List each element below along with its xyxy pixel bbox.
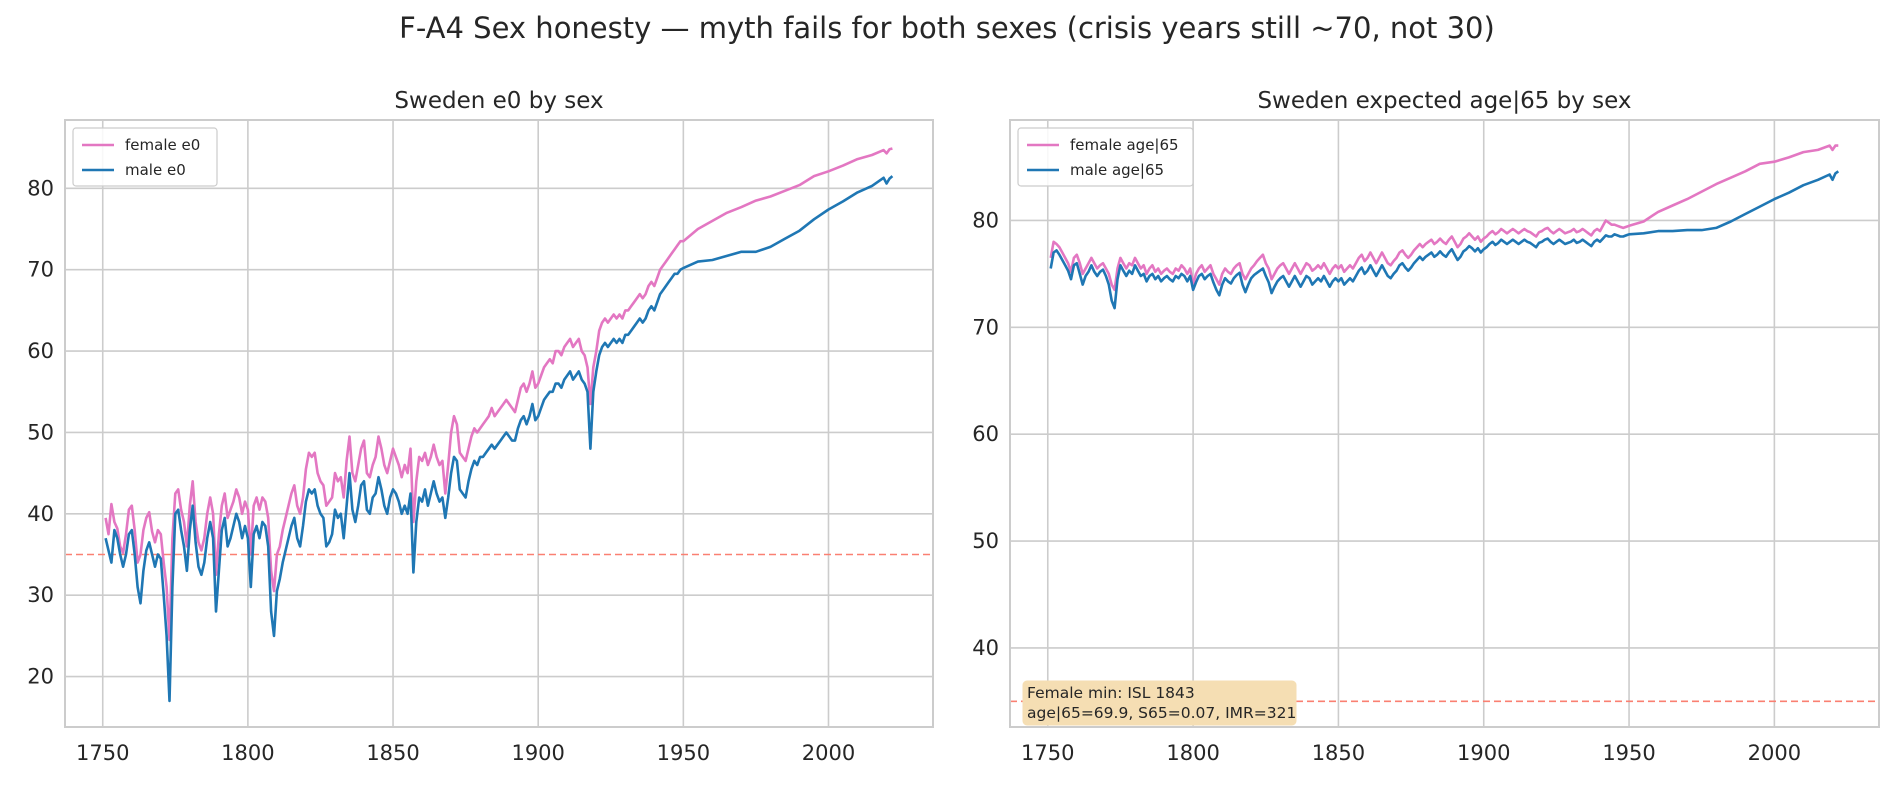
x-tick-label: 1800 bbox=[1166, 741, 1219, 765]
y-tick-label: 50 bbox=[972, 529, 999, 553]
x-tick-label: 2000 bbox=[802, 741, 855, 765]
figure-suptitle: F-A4 Sex honesty — myth fails for both s… bbox=[399, 11, 1495, 45]
y-tick-label: 30 bbox=[27, 583, 54, 607]
legend-frame bbox=[72, 127, 218, 187]
plot-area bbox=[65, 120, 933, 727]
y-tick-label: 60 bbox=[972, 422, 999, 446]
legend-frame bbox=[1017, 127, 1194, 187]
plot-frame bbox=[1009, 119, 1880, 728]
y-tick-label: 20 bbox=[27, 665, 54, 689]
x-tick-label: 1900 bbox=[1457, 741, 1510, 765]
x-tick-label: 1800 bbox=[221, 741, 274, 765]
x-tick-label: 1900 bbox=[511, 741, 564, 765]
y-tick-label: 70 bbox=[972, 315, 999, 339]
series-line-male bbox=[1049, 170, 1840, 310]
series-line-male bbox=[104, 175, 894, 703]
plot-frame bbox=[64, 119, 934, 728]
annotation-text: Female min: ISL 1843 bbox=[1027, 684, 1195, 702]
legend: female age|65 male age|65 bbox=[1017, 127, 1194, 187]
y-tick-label: 50 bbox=[27, 420, 54, 444]
x-tick-label: 1950 bbox=[657, 741, 710, 765]
series-line-female bbox=[104, 147, 893, 642]
y-tick-label: 70 bbox=[27, 258, 54, 282]
annotation-text: age|65=69.9, S65=0.07, IMR=321 bbox=[1027, 704, 1296, 722]
legend-label: female age|65 bbox=[1070, 136, 1179, 154]
y-tick-label: 80 bbox=[972, 208, 999, 232]
annotation-box: Female min: ISL 1843 age|65=69.9, S65=0.0… bbox=[1022, 680, 1297, 726]
y-tick-label: 40 bbox=[972, 636, 999, 660]
legend: female e0 male e0 bbox=[72, 127, 218, 187]
x-tick-label: 1750 bbox=[76, 741, 129, 765]
y-tick-label: 60 bbox=[27, 339, 54, 363]
x-tick-label: 1950 bbox=[1602, 741, 1655, 765]
x-tick-label: 1850 bbox=[1312, 741, 1365, 765]
series-line-female bbox=[1049, 144, 1839, 292]
panel-age65-by-sex: Sweden expected age|65 by sex 1750 1800 18… bbox=[972, 88, 1880, 765]
x-tick-label: 1850 bbox=[366, 741, 419, 765]
legend-label: male e0 bbox=[125, 161, 186, 179]
panel-title: Sweden expected age|65 by sex bbox=[1257, 88, 1631, 114]
y-tick-label: 40 bbox=[27, 502, 54, 526]
legend-label: female e0 bbox=[125, 136, 200, 154]
legend-label: male age|65 bbox=[1070, 161, 1164, 179]
gridlines bbox=[1010, 120, 1879, 727]
annotation-background bbox=[1022, 680, 1297, 726]
panel-e0-by-sex: Sweden e0 by sex 1750 1800 1850 1900 1950 200… bbox=[27, 88, 934, 765]
x-tick-label: 2000 bbox=[1748, 741, 1801, 765]
panel-title: Sweden e0 by sex bbox=[394, 88, 603, 114]
y-tick-label: 80 bbox=[27, 176, 54, 200]
x-tick-label: 1750 bbox=[1021, 741, 1074, 765]
